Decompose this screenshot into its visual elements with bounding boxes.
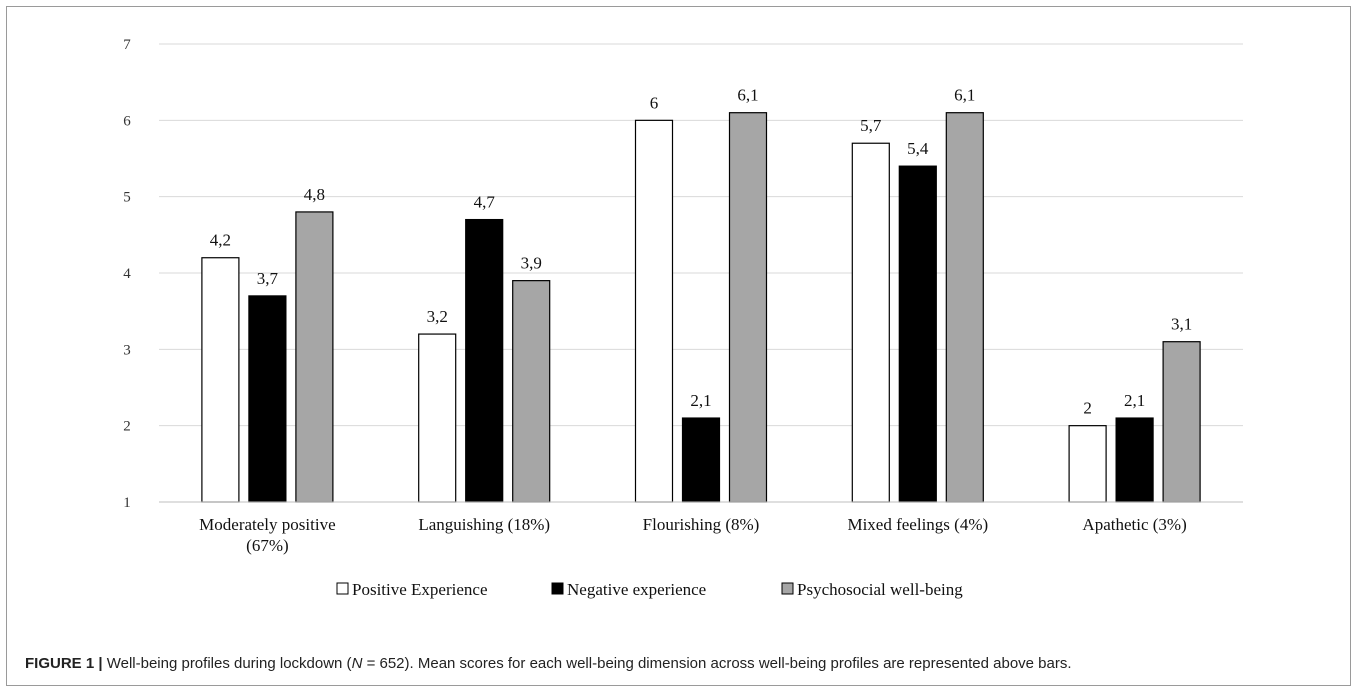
y-tick-label: 5	[123, 190, 131, 206]
caption-n-symbol: N	[351, 655, 363, 672]
bar	[898, 165, 937, 503]
caption-label: FIGURE 1 |	[25, 655, 103, 672]
gridlines	[159, 43, 1243, 503]
y-axis: 1 2 3 4 5 6 7	[123, 37, 131, 511]
legend-swatch	[781, 582, 794, 595]
bar	[1115, 417, 1154, 503]
x-axis: Moderately positive (67%) Languishing (18%…	[159, 501, 1243, 555]
y-tick-label: 4	[123, 266, 131, 282]
bar-value-label: 3,9	[521, 254, 542, 273]
x-tick-label: Languishing (18%)	[418, 515, 550, 534]
bar-value-label: 4,7	[474, 193, 496, 212]
legend-entry: Negative experience	[567, 580, 706, 599]
bar-value-label: 4,8	[304, 185, 325, 204]
x-tick-label: Moderately positive	[199, 515, 335, 534]
bar-value-label: 3,1	[1171, 315, 1192, 334]
legend-swatch	[336, 582, 349, 595]
figure-frame: 1 2 3 4 5 6 7 4,2 3,7 4,8 3,2 4,7 3,9 6 2,1 6,1 5,7 5,4 6…	[6, 6, 1351, 686]
bar	[1068, 425, 1107, 503]
bar-value-label: 2	[1083, 399, 1092, 418]
y-tick-label: 7	[123, 37, 131, 53]
y-tick-label: 3	[123, 342, 131, 358]
y-tick-label: 1	[123, 495, 131, 511]
bar	[728, 112, 768, 503]
x-tick-label: Apathetic (3%)	[1082, 515, 1186, 534]
bar	[418, 333, 457, 503]
bar-value-label: 2,1	[1124, 391, 1145, 410]
bar	[512, 280, 551, 503]
legend-entry: Positive Experience	[352, 580, 488, 599]
bar	[248, 295, 287, 503]
bar-value-label: 6,1	[737, 86, 758, 105]
bar	[681, 417, 721, 503]
bar	[851, 142, 890, 503]
bar-value-label: 6	[650, 93, 659, 112]
bar-value-label: 2,1	[690, 391, 711, 410]
bar-value-labels: 4,2 3,7 4,8 3,2 4,7 3,9 6 2,1 6,1 5,7 5,4 6,1 2 2,1 3,…	[210, 86, 1192, 418]
bar	[295, 211, 334, 503]
bar-value-label: 3,2	[427, 307, 448, 326]
bar-value-label: 6,1	[954, 86, 975, 105]
bar-value-label: 5,4	[907, 139, 929, 158]
bar	[634, 119, 674, 503]
bar	[1162, 341, 1201, 503]
bar-value-label: 4,2	[210, 231, 231, 250]
caption-text-2: = 652). Mean scores for each well-being …	[362, 655, 1072, 672]
y-tick-label: 2	[123, 419, 131, 435]
bar-value-label: 5,7	[860, 116, 882, 135]
legend-swatch	[551, 582, 564, 595]
bar	[945, 112, 984, 503]
x-tick-label: (67%)	[246, 536, 288, 555]
bars	[201, 112, 1201, 503]
legend: Positive Experience Negative experience Ps…	[336, 580, 963, 599]
bar	[465, 218, 504, 503]
y-tick-label: 6	[123, 113, 131, 129]
legend-entry: Psychosocial well-being	[797, 580, 963, 599]
x-tick-label: Flourishing (8%)	[643, 515, 760, 534]
figure-caption: FIGURE 1 | Well-being profiles during lo…	[25, 655, 1345, 672]
x-tick-label: Mixed feelings (4%)	[847, 515, 988, 534]
bar	[201, 257, 240, 503]
bar-chart: 1 2 3 4 5 6 7 4,2 3,7 4,8 3,2 4,7 3,9 6 2,1 6,1 5,7 5,4 6…	[123, 37, 1243, 599]
caption-text-1: Well-being profiles during lockdown (	[102, 655, 352, 672]
bar-value-label: 3,7	[257, 269, 279, 288]
